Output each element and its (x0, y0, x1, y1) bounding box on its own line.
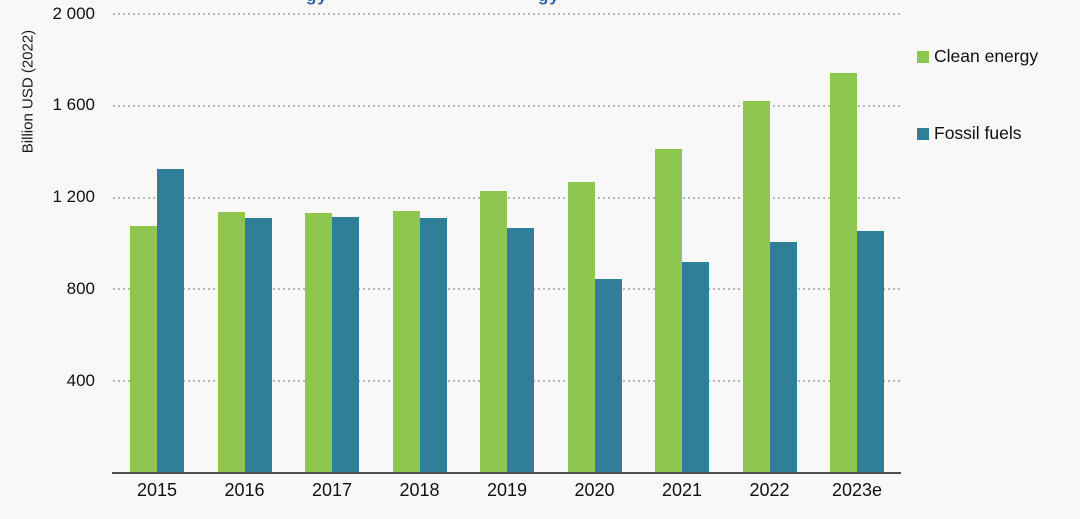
bar-fossil-fuels-2015 (157, 169, 184, 472)
bar-clean-energy-2017 (305, 213, 332, 472)
legend-label: Fossil fuels (934, 123, 1022, 143)
gridline-2000 (113, 12, 901, 15)
bar-clean-energy-2020 (567, 182, 595, 472)
y-tick-label: 2 000 (52, 3, 95, 23)
legend-item-clean-energy: Clean energy (917, 46, 1038, 67)
legend-swatch-icon (917, 127, 929, 140)
bar-clean-energy-2015 (130, 226, 157, 472)
bar-clean-energy-2022 (742, 101, 770, 472)
gridline-1600 (113, 103, 901, 107)
bar-fossil-fuels-2016 (244, 218, 272, 472)
x-axis-line (112, 472, 901, 474)
x-tick-label-2015: 2015 (136, 480, 178, 500)
bar-fossil-fuels-2018 (419, 218, 447, 472)
gridline-1200 (113, 195, 901, 199)
x-tick-label-2022: 2022 (749, 480, 790, 500)
bar-clean-energy-2023e (830, 73, 857, 472)
y-tick-label: 1 600 (52, 95, 95, 115)
legend-item-fossil-fuels: Fossil fuels (917, 123, 1022, 144)
x-tick-label-2019: 2019 (486, 480, 528, 500)
bar-clean-energy-2021 (655, 149, 682, 472)
x-tick-label-2023e: 2023e (831, 480, 883, 500)
bar-clean-energy-2016 (217, 212, 245, 472)
cropped-title-text: gy (538, 0, 560, 6)
y-tick-label: 800 (66, 278, 95, 298)
x-tick-label-2020: 2020 (574, 480, 615, 500)
bar-clean-energy-2018 (392, 211, 420, 472)
y-tick-label: 1 200 (52, 187, 95, 207)
bar-fossil-fuels-2017 (332, 217, 359, 472)
bar-fossil-fuels-2019 (507, 228, 534, 472)
bar-fossil-fuels-2021 (682, 262, 709, 472)
y-tick-label: 400 (66, 370, 95, 390)
x-tick-label-2021: 2021 (661, 480, 703, 500)
bar-clean-energy-2019 (480, 191, 507, 472)
legend-label: Clean energy (934, 46, 1039, 66)
x-tick-label-2018: 2018 (399, 480, 440, 500)
bar-fossil-fuels-2020 (594, 279, 622, 472)
cropped-title-fragment: gy (306, 0, 332, 6)
cropped-title-fragment: gy (538, 0, 564, 6)
legend-swatch-icon (917, 50, 929, 63)
x-tick-label-2016: 2016 (224, 480, 265, 500)
bar-fossil-fuels-2022 (769, 242, 797, 472)
bar-fossil-fuels-2023e (857, 231, 884, 472)
cropped-title-text: gy (306, 0, 328, 6)
x-tick-label-2017: 2017 (311, 480, 353, 500)
